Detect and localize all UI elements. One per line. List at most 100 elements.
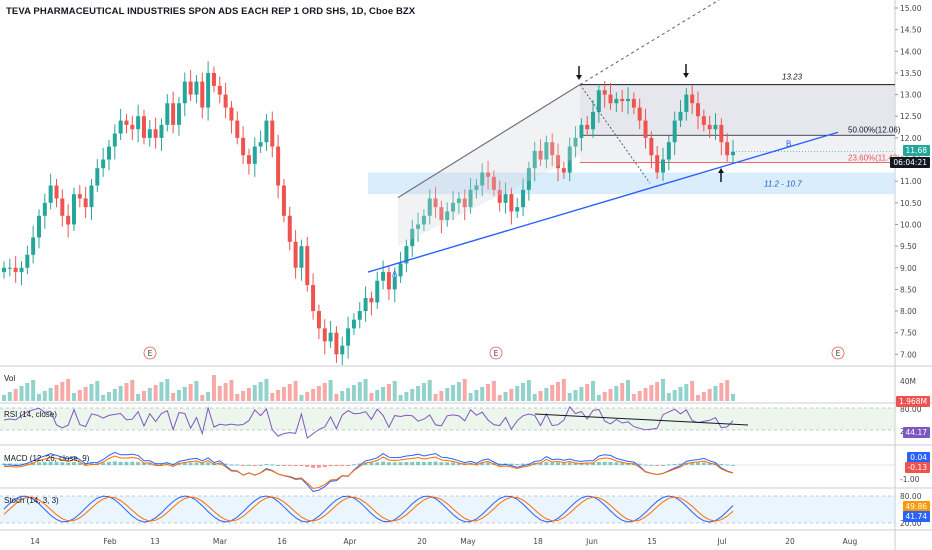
candle-body xyxy=(25,254,30,268)
volume-bar xyxy=(701,392,706,401)
macd-histogram-bar xyxy=(147,462,152,465)
volume-bar xyxy=(369,393,374,401)
fib-236-label: 23.60%(11.43) xyxy=(848,154,900,163)
rsi-pane-label: RSI (14, close) xyxy=(4,410,57,419)
volume-bar xyxy=(643,388,648,401)
candle-body xyxy=(264,120,269,143)
macd-histogram-bar xyxy=(77,462,82,465)
macd-histogram-bar xyxy=(48,461,53,465)
volume-bar xyxy=(281,387,286,401)
macd-histogram-bar xyxy=(416,461,421,465)
volume-badge: 1.968M xyxy=(896,396,930,407)
macd-histogram-bar xyxy=(357,463,362,465)
macd-histogram-bar xyxy=(66,462,71,465)
volume-bar xyxy=(95,381,100,401)
volume-bar xyxy=(7,392,12,401)
volume-bar xyxy=(427,380,432,401)
candle-body xyxy=(42,202,47,216)
candle-body xyxy=(54,185,59,199)
macd-histogram-bar xyxy=(136,461,141,465)
volume-bar xyxy=(311,389,316,401)
volume-bar xyxy=(544,388,549,401)
macd-histogram-bar xyxy=(346,465,351,466)
volume-bar xyxy=(334,394,339,401)
candle-body xyxy=(136,116,141,130)
volume-bar xyxy=(626,380,631,401)
time-tick-label: 20 xyxy=(417,537,427,546)
candle-body xyxy=(614,98,619,104)
macd-histogram-bar xyxy=(299,465,304,466)
macd-histogram-bar xyxy=(707,462,712,465)
candle-body xyxy=(363,298,368,312)
trendline-a-b xyxy=(367,131,839,273)
macd-histogram-bar xyxy=(71,462,76,465)
candle-body xyxy=(241,137,246,156)
volume-bar xyxy=(462,379,467,401)
macd-histogram-bar xyxy=(567,462,572,465)
volume-bar xyxy=(486,384,491,401)
macd-histogram-bar xyxy=(701,462,706,465)
candle-body xyxy=(550,142,555,156)
volume-bar xyxy=(241,391,246,401)
candle-body xyxy=(538,150,543,160)
candle-body xyxy=(223,94,228,108)
volume-bar xyxy=(217,386,222,401)
macd-histogram-bar xyxy=(561,462,566,465)
macd-histogram-bar xyxy=(515,463,520,465)
macd-histogram-bar xyxy=(141,462,146,465)
candle-body xyxy=(690,94,695,104)
candle-body xyxy=(235,120,240,138)
volume-bar xyxy=(264,379,269,401)
macd-histogram-bar xyxy=(13,463,18,465)
candle-body xyxy=(217,85,222,95)
candle-body xyxy=(427,198,432,216)
candle-body xyxy=(95,168,100,186)
volume-bar xyxy=(223,383,228,401)
price-tick-label: 8.50 xyxy=(900,285,917,294)
volume-bar xyxy=(725,380,730,401)
volume-bar xyxy=(124,383,129,401)
volume-bar xyxy=(351,385,356,401)
candle-body xyxy=(707,124,712,130)
candle-body xyxy=(270,120,275,147)
stoch-k-badge: 49.86 xyxy=(902,501,930,512)
candle-body xyxy=(696,103,701,117)
volume-bar xyxy=(696,395,701,401)
candle-body xyxy=(200,81,205,108)
candle-body xyxy=(71,194,76,225)
macd-histogram-bar xyxy=(655,465,660,466)
candle-body xyxy=(66,215,71,225)
earnings-marker-label: E xyxy=(494,349,499,358)
macd-histogram-bar xyxy=(363,462,368,465)
macd-tick-label: -1.00 xyxy=(900,475,920,484)
volume-bar xyxy=(31,380,36,401)
volume-bar xyxy=(515,386,520,401)
volume-bar xyxy=(655,382,660,401)
volume-bar xyxy=(276,390,281,401)
candle-body xyxy=(141,116,146,138)
volume-bar xyxy=(357,382,362,401)
volume-bar xyxy=(363,379,368,401)
macd-histogram-bar xyxy=(118,461,123,465)
volume-bar xyxy=(165,379,170,401)
candle-body xyxy=(392,276,397,290)
candle-body xyxy=(182,81,187,104)
volume-bar xyxy=(392,381,397,401)
candle-body xyxy=(287,215,292,242)
candle-body xyxy=(591,111,596,130)
macd-histogram-bar xyxy=(25,463,30,465)
candle-body xyxy=(89,185,94,208)
macd-histogram-bar xyxy=(725,464,730,466)
macd-histogram-bar xyxy=(550,462,555,465)
candle-body xyxy=(410,228,415,247)
macd-histogram-bar xyxy=(544,462,549,465)
macd-histogram-bar xyxy=(398,462,403,465)
candle-body xyxy=(305,246,310,286)
candle-body xyxy=(672,120,677,143)
macd-histogram-bar xyxy=(36,462,41,465)
candle-body xyxy=(631,98,636,108)
macd-histogram-bar xyxy=(538,462,543,465)
candle-body xyxy=(725,142,730,156)
price-tick-label: 7.50 xyxy=(900,329,917,338)
